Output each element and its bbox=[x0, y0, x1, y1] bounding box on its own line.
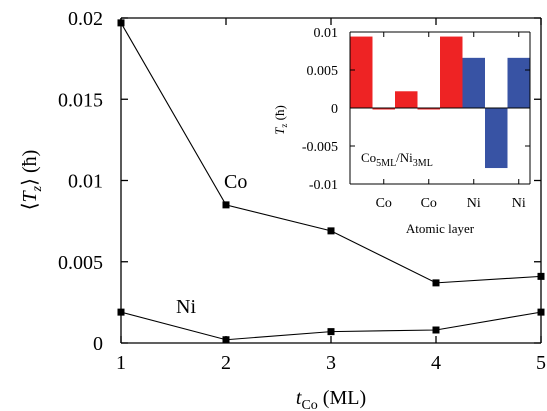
inset-y-ticks: -0.01 -0.005 0 0.005 0.01 bbox=[302, 26, 530, 193]
y-label-right: ⟩ (ħ) bbox=[19, 150, 41, 186]
inset-bar bbox=[462, 57, 485, 108]
inset-y-tick-label: -0.01 bbox=[309, 178, 338, 193]
annotation-co: Co bbox=[361, 150, 376, 165]
data-point-co bbox=[117, 19, 125, 27]
main-y-axis-label: ⟨Tz⟩ (ħ) bbox=[19, 150, 45, 211]
inset-x-tick-label: Co bbox=[376, 196, 392, 211]
inset-bar bbox=[372, 108, 395, 110]
main-x-tick-label: 5 bbox=[536, 352, 546, 374]
main-series bbox=[117, 19, 545, 344]
inset-y-tick-label: 0 bbox=[331, 102, 338, 117]
inset-x-axis-label: Atomic layer bbox=[406, 221, 475, 236]
main-y-tick-label: 0 bbox=[93, 333, 103, 355]
inset-bars bbox=[350, 36, 530, 169]
main-y-ticks: 0 0.005 0.01 0.015 0.02 bbox=[58, 8, 541, 355]
inset-y-axis-label: Tz (ħ) bbox=[272, 105, 289, 135]
data-point-co bbox=[222, 201, 230, 209]
inset-x-tick-label: Co bbox=[421, 196, 437, 211]
inset-bar bbox=[440, 36, 463, 109]
inset-y-tick-label: 0.005 bbox=[307, 64, 339, 79]
annotation-3ml: 3ML bbox=[413, 158, 433, 169]
data-point-ni bbox=[117, 308, 125, 316]
y-label-left: ⟨ bbox=[19, 202, 41, 210]
inset-y-label-sub: z bbox=[279, 124, 289, 128]
main-x-ticks: 1 2 3 4 5 bbox=[116, 18, 546, 374]
inset-x-tick-label: Ni bbox=[512, 196, 526, 211]
data-point-ni bbox=[222, 336, 230, 344]
main-x-axis-label: tCo (ML) bbox=[296, 387, 366, 411]
data-point-co bbox=[327, 227, 335, 235]
main-y-tick-label: 0.005 bbox=[58, 252, 103, 274]
series-label-ni: Ni bbox=[176, 296, 196, 318]
annotation-5ml: 5ML bbox=[376, 158, 396, 169]
main-x-tick-label: 1 bbox=[116, 352, 126, 374]
main-x-tick-label: 4 bbox=[431, 352, 441, 374]
main-y-tick-label: 0.02 bbox=[68, 8, 103, 30]
x-label-sub: Co bbox=[301, 398, 317, 411]
data-point-ni bbox=[327, 328, 335, 336]
data-point-co bbox=[432, 279, 440, 287]
inset-x-ticks: Co Co Ni Ni bbox=[376, 32, 526, 211]
inset-x-tick-label: Ni bbox=[467, 196, 481, 211]
data-point-co bbox=[537, 272, 545, 280]
inset-y-label-rest: (ħ) bbox=[272, 105, 287, 123]
inset-bar bbox=[417, 108, 440, 110]
inset-annotation: Co5ML/Ni3ML bbox=[361, 150, 433, 169]
inset-bar bbox=[395, 91, 418, 108]
x-label-unit: (ML) bbox=[318, 387, 366, 409]
x-label-main: t bbox=[296, 387, 302, 409]
y-label-sub: z bbox=[30, 185, 45, 192]
main-x-tick-label: 2 bbox=[221, 352, 231, 374]
main-y-tick-label: 0.01 bbox=[68, 171, 103, 193]
inset-bar bbox=[507, 57, 530, 108]
data-point-ni bbox=[432, 326, 440, 334]
annotation-ni: /Ni bbox=[396, 150, 413, 165]
main-y-tick-label: 0.015 bbox=[58, 89, 103, 111]
inset-y-tick-label: 0.01 bbox=[314, 26, 339, 41]
data-point-ni bbox=[537, 308, 545, 316]
series-label-co: Co bbox=[224, 171, 247, 193]
inset-y-tick-label: -0.005 bbox=[302, 140, 338, 155]
inset-y-label-t: T bbox=[272, 127, 287, 135]
inset-bar bbox=[485, 108, 508, 169]
main-x-tick-label: 3 bbox=[326, 352, 336, 374]
inset-bar bbox=[350, 36, 373, 109]
y-label-t: T bbox=[19, 189, 41, 202]
